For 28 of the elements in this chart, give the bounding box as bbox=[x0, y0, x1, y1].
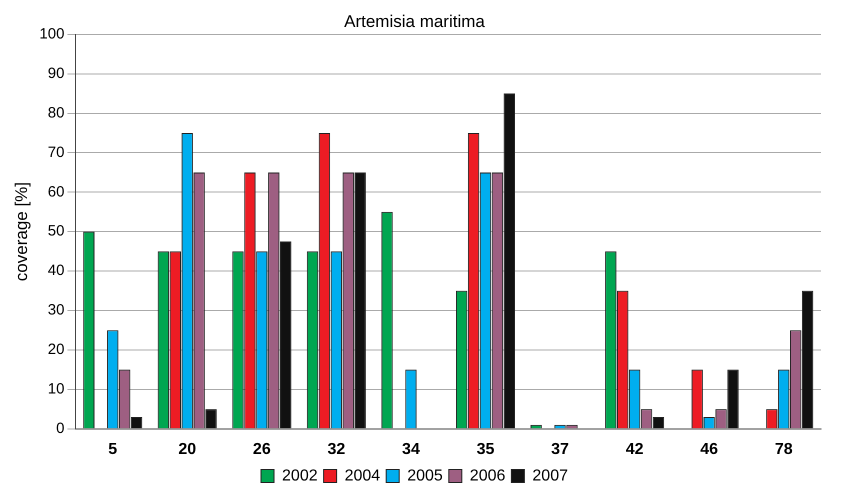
legend-label: 2006 bbox=[470, 467, 506, 484]
y-tick-label: 80 bbox=[48, 104, 64, 122]
x-tick-label: 5 bbox=[108, 440, 118, 458]
y-tick-label: 20 bbox=[48, 341, 64, 358]
y-tick-label: 70 bbox=[48, 144, 64, 161]
legend-label: 2002 bbox=[282, 467, 318, 484]
legend-label: 2005 bbox=[407, 467, 443, 484]
y-tick-label: 90 bbox=[48, 64, 64, 82]
y-axis-title: coverage [%] bbox=[12, 182, 31, 282]
y-tick-label: 10 bbox=[48, 380, 64, 398]
y-tick-label: 40 bbox=[48, 262, 64, 280]
x-tick-label: 35 bbox=[476, 440, 494, 458]
x-tick-label: 78 bbox=[774, 440, 793, 458]
y-tick-label: 60 bbox=[48, 183, 64, 200]
legend-label: 2007 bbox=[532, 467, 568, 484]
y-tick-label: 100 bbox=[39, 26, 64, 43]
x-tick-label: 20 bbox=[178, 440, 196, 458]
x-tick-label: 37 bbox=[551, 440, 570, 458]
x-tick-label: 46 bbox=[700, 440, 718, 458]
x-tick-label: 32 bbox=[327, 440, 346, 458]
chart-title: Artemisia maritima bbox=[344, 12, 486, 31]
legend-label: 2004 bbox=[344, 467, 380, 484]
y-tick-label: 50 bbox=[48, 222, 64, 240]
x-tick-label: 34 bbox=[402, 440, 420, 458]
x-tick-label: 42 bbox=[626, 440, 644, 458]
x-tick-label: 26 bbox=[252, 440, 271, 458]
y-tick-label: 30 bbox=[48, 302, 64, 319]
y-tick-label: 0 bbox=[56, 420, 64, 437]
